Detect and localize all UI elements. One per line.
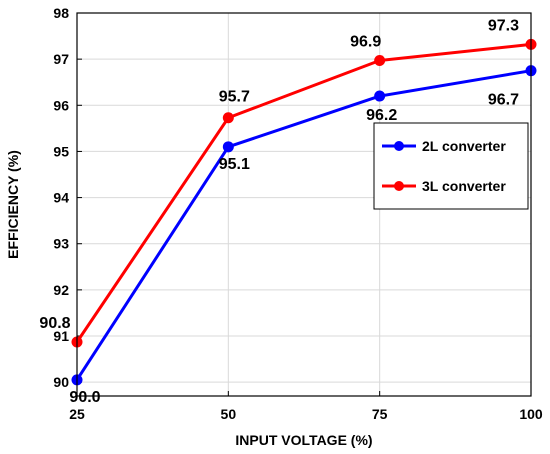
y-tick-label: 93 <box>53 236 69 252</box>
series-marker-1 <box>374 55 386 67</box>
data-label-1: 95.7 <box>219 89 250 106</box>
x-tick-label: 75 <box>372 406 388 422</box>
legend-label-2l: 2L converter <box>422 138 506 154</box>
series-line-1 <box>75 42 532 343</box>
tick-labels: 90 91 92 93 94 95 96 97 98 25 50 75 100 <box>53 5 542 422</box>
data-label-0: 95.1 <box>219 156 250 173</box>
y-tick-label: 98 <box>53 5 69 21</box>
y-tick-label: 95 <box>53 143 69 159</box>
legend-label-3l: 3L converter <box>422 178 506 194</box>
series-marker-0 <box>374 90 386 102</box>
legend: 2L converter 3L converter <box>373 122 529 210</box>
y-tick-label: 90 <box>53 374 69 390</box>
y-axis-title: EFFICIENCY (%) <box>5 150 21 259</box>
x-tick-label: 25 <box>69 406 85 422</box>
y-tick-label: 91 <box>53 328 69 344</box>
data-label-0: 96.2 <box>366 107 397 124</box>
y-tick-label: 92 <box>53 282 69 298</box>
series-marker-0 <box>222 141 234 153</box>
x-tick-label: 50 <box>221 406 237 422</box>
y-tick-label: 94 <box>53 190 69 206</box>
y-tick-label: 97 <box>53 51 69 67</box>
x-axis-title: INPUT VOLTAGE (%) <box>235 432 372 448</box>
data-label-0: 90.0 <box>69 389 100 406</box>
x-tick-label: 100 <box>519 406 543 422</box>
data-label-1: 97.3 <box>488 17 519 34</box>
series-marker-1 <box>222 112 234 124</box>
plot-frame <box>76 12 532 397</box>
series-line-0 <box>75 69 532 381</box>
data-label-0: 96.7 <box>488 92 519 109</box>
legend-box <box>373 122 529 210</box>
legend-marker-2l <box>394 141 404 151</box>
y-tick-label: 96 <box>53 97 69 113</box>
data-labels: 90.0 95.1 96.2 96.7 90.8 95.7 96.9 97.3 <box>39 17 519 405</box>
data-label-1: 96.9 <box>350 34 381 51</box>
legend-marker-3l <box>394 181 404 191</box>
data-label-1: 90.8 <box>39 315 70 332</box>
